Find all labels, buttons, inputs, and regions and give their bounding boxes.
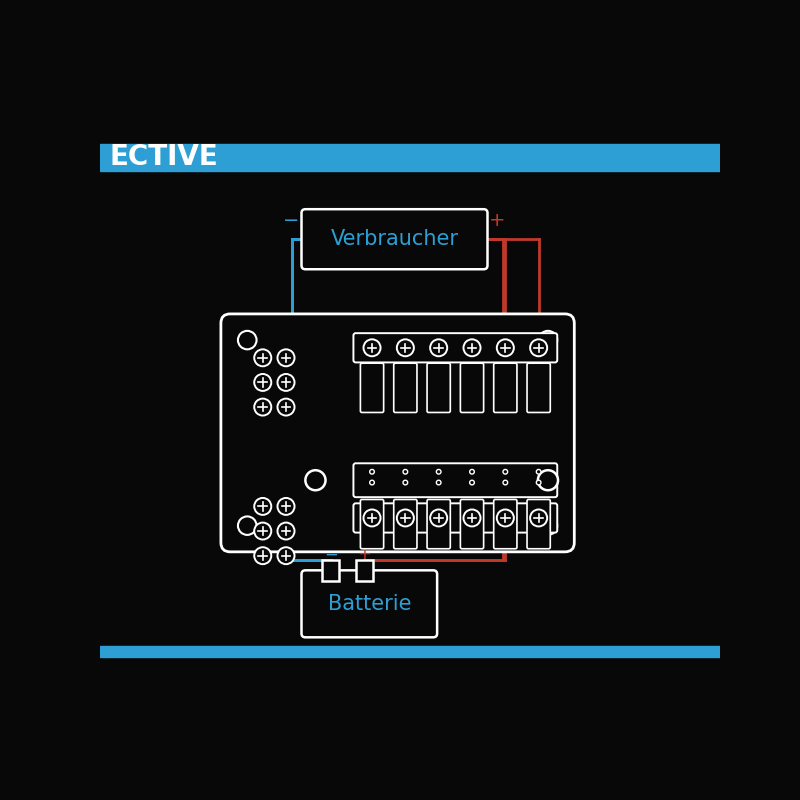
Circle shape	[254, 398, 271, 415]
FancyBboxPatch shape	[494, 499, 517, 549]
Text: −: −	[283, 211, 300, 230]
Circle shape	[530, 510, 547, 526]
Circle shape	[436, 480, 441, 485]
Circle shape	[254, 522, 271, 539]
Circle shape	[430, 339, 447, 356]
Circle shape	[278, 522, 294, 539]
Circle shape	[278, 547, 294, 564]
Circle shape	[254, 547, 271, 564]
FancyBboxPatch shape	[460, 363, 484, 413]
Bar	[100, 646, 720, 657]
Text: +: +	[490, 211, 506, 230]
Circle shape	[370, 470, 374, 474]
FancyBboxPatch shape	[361, 499, 384, 549]
FancyBboxPatch shape	[527, 363, 550, 413]
Circle shape	[306, 470, 326, 490]
Text: ECTIVE: ECTIVE	[110, 143, 218, 171]
FancyBboxPatch shape	[394, 363, 417, 413]
FancyBboxPatch shape	[361, 363, 384, 413]
FancyBboxPatch shape	[302, 209, 487, 270]
FancyBboxPatch shape	[494, 363, 517, 413]
Circle shape	[238, 517, 257, 535]
Bar	[100, 144, 720, 170]
Circle shape	[278, 350, 294, 366]
FancyBboxPatch shape	[394, 499, 417, 549]
FancyBboxPatch shape	[302, 570, 437, 638]
FancyBboxPatch shape	[427, 363, 450, 413]
FancyBboxPatch shape	[354, 463, 558, 497]
Circle shape	[470, 470, 474, 474]
Bar	[356, 560, 373, 581]
Circle shape	[430, 510, 447, 526]
FancyBboxPatch shape	[527, 499, 550, 549]
Circle shape	[497, 339, 514, 356]
Circle shape	[538, 331, 558, 350]
Circle shape	[254, 498, 271, 515]
Circle shape	[538, 470, 558, 490]
FancyBboxPatch shape	[354, 333, 558, 362]
FancyBboxPatch shape	[354, 503, 558, 533]
Circle shape	[536, 480, 541, 485]
Circle shape	[470, 480, 474, 485]
Text: −: −	[324, 545, 338, 563]
FancyBboxPatch shape	[427, 499, 450, 549]
Circle shape	[363, 510, 381, 526]
Circle shape	[363, 339, 381, 356]
Circle shape	[463, 339, 481, 356]
Circle shape	[503, 470, 508, 474]
Bar	[322, 560, 339, 581]
Circle shape	[238, 331, 257, 350]
Circle shape	[497, 510, 514, 526]
Circle shape	[254, 350, 271, 366]
Circle shape	[436, 470, 441, 474]
Circle shape	[397, 510, 414, 526]
Circle shape	[370, 480, 374, 485]
Text: Verbraucher: Verbraucher	[330, 230, 458, 250]
Text: +: +	[358, 545, 371, 563]
Circle shape	[536, 470, 541, 474]
Circle shape	[463, 510, 481, 526]
Circle shape	[278, 498, 294, 515]
Circle shape	[403, 480, 408, 485]
FancyBboxPatch shape	[460, 499, 484, 549]
Circle shape	[538, 517, 558, 535]
Circle shape	[530, 339, 547, 356]
Circle shape	[278, 398, 294, 415]
Circle shape	[397, 339, 414, 356]
Circle shape	[254, 374, 271, 391]
Circle shape	[403, 470, 408, 474]
Text: Batterie: Batterie	[327, 594, 411, 614]
Circle shape	[503, 480, 508, 485]
Circle shape	[278, 374, 294, 391]
FancyBboxPatch shape	[221, 314, 574, 552]
